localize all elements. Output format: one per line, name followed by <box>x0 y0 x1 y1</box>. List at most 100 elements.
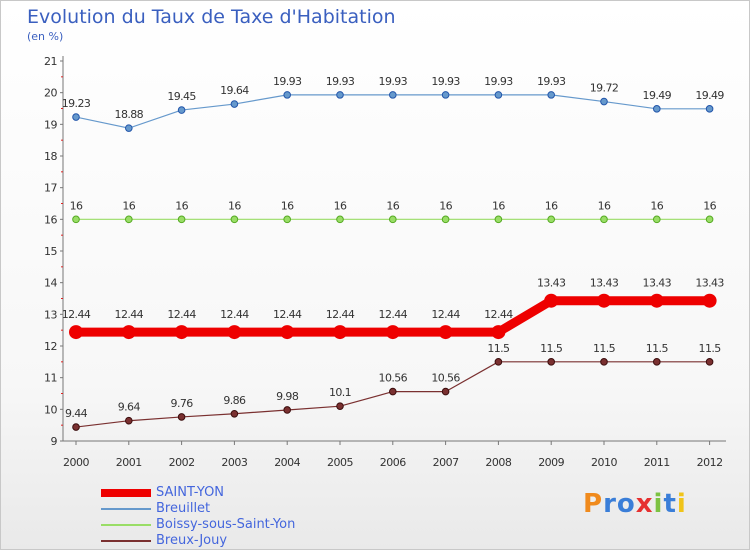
data-point <box>72 423 80 431</box>
data-point <box>230 100 239 108</box>
data-label: 10.1 <box>329 386 351 399</box>
data-label: 19.49 <box>695 89 724 102</box>
data-label: 16 <box>492 199 505 212</box>
y-tick-label: 9 <box>51 435 58 448</box>
data-point <box>494 91 503 99</box>
data-label: 9.44 <box>65 407 88 420</box>
data-label: 11.5 <box>593 342 616 355</box>
legend-label: Boissy-sous-Saint-Yon <box>156 517 296 532</box>
data-label: 9.86 <box>223 394 246 407</box>
data-point <box>227 325 242 340</box>
data-label: 16 <box>598 199 611 212</box>
logo-letter: i <box>653 489 664 519</box>
data-point <box>600 358 608 366</box>
data-point <box>177 215 186 224</box>
data-point <box>544 293 559 308</box>
chart-subtitle: (en %) <box>27 30 64 43</box>
data-point <box>177 413 186 421</box>
data-point <box>438 325 453 340</box>
data-label: 19.93 <box>431 75 460 88</box>
data-point <box>125 124 133 132</box>
data-point <box>174 325 189 340</box>
data-point <box>600 97 608 106</box>
data-label: 16 <box>545 199 558 212</box>
data-point <box>705 105 714 113</box>
y-tick-label: 16 <box>44 213 57 226</box>
data-point <box>597 293 611 308</box>
data-label: 18.88 <box>115 108 144 121</box>
data-label: 12.44 <box>167 308 196 321</box>
legend-swatch <box>101 489 151 497</box>
logo-letter: P <box>583 489 604 519</box>
data-point <box>547 215 556 224</box>
data-label: 12.44 <box>431 308 460 321</box>
x-tick-label: 2007 <box>433 456 459 469</box>
y-tick-label: 14 <box>44 277 57 290</box>
data-label: 11.5 <box>540 342 563 355</box>
x-tick-label: 2011 <box>644 456 670 469</box>
data-label: 16 <box>175 199 188 212</box>
x-tick-label: 2012 <box>697 456 723 469</box>
data-point <box>705 358 714 366</box>
data-label: 16 <box>386 199 399 212</box>
data-label: 12.44 <box>220 308 249 321</box>
data-label: 12.44 <box>115 308 144 321</box>
legend-label: SAINT-YON <box>156 485 225 500</box>
data-label: 10.56 <box>379 372 408 385</box>
x-tick-label: 2002 <box>169 456 195 469</box>
x-tick-label: 2001 <box>116 456 142 469</box>
data-point <box>441 215 450 224</box>
data-label: 12.44 <box>379 308 408 321</box>
data-point <box>494 358 503 366</box>
data-point <box>389 387 397 396</box>
data-point <box>125 215 133 224</box>
logo-letter: o <box>616 489 636 519</box>
data-point <box>547 91 556 99</box>
data-point <box>336 91 344 99</box>
legend-swatch <box>101 540 151 542</box>
data-label: 16 <box>281 199 294 212</box>
data-label: 19.64 <box>220 84 249 97</box>
y-tick-label: 12 <box>44 340 57 353</box>
data-label: 13.43 <box>537 277 566 290</box>
data-point <box>441 387 450 396</box>
data-label: 19.93 <box>273 75 302 88</box>
data-point <box>389 91 397 99</box>
data-label: 9.76 <box>171 397 194 410</box>
legend-swatch <box>101 524 151 526</box>
data-point <box>385 325 400 340</box>
data-point <box>600 215 608 224</box>
data-label: 19.93 <box>326 75 355 88</box>
data-label: 13.43 <box>695 277 724 290</box>
x-tick-label: 2009 <box>538 456 564 469</box>
data-label: 16 <box>439 199 452 212</box>
x-tick-label: 2006 <box>380 456 406 469</box>
x-tick-label: 2003 <box>221 456 247 469</box>
data-label: 11.5 <box>699 342 722 355</box>
chart-title: Evolution du Taux de Taxe d'Habitation <box>27 6 396 28</box>
data-label: 13.43 <box>590 277 619 290</box>
data-point <box>333 325 347 340</box>
data-label: 19.72 <box>590 82 619 95</box>
data-label: 12.44 <box>326 308 355 321</box>
x-tick-label: 2000 <box>63 456 89 469</box>
y-tick-label: 21 <box>44 55 57 68</box>
proxiti-logo: Proxiti <box>583 489 687 519</box>
data-point <box>649 293 664 308</box>
logo-letter: t <box>663 489 677 519</box>
data-point <box>705 215 714 224</box>
data-point <box>230 215 239 224</box>
y-tick-label: 15 <box>44 245 57 258</box>
data-point <box>121 325 136 340</box>
y-tick-label: 17 <box>44 182 57 195</box>
data-label: 16 <box>122 199 135 212</box>
data-label: 13.43 <box>643 277 672 290</box>
data-point <box>72 113 80 121</box>
logo-letter: r <box>603 489 617 519</box>
data-label: 10.56 <box>431 372 460 385</box>
data-point <box>336 402 344 410</box>
legend-swatch <box>101 508 151 510</box>
data-point <box>69 325 83 340</box>
data-label: 9.98 <box>276 390 299 403</box>
y-tick-label: 10 <box>44 403 57 416</box>
